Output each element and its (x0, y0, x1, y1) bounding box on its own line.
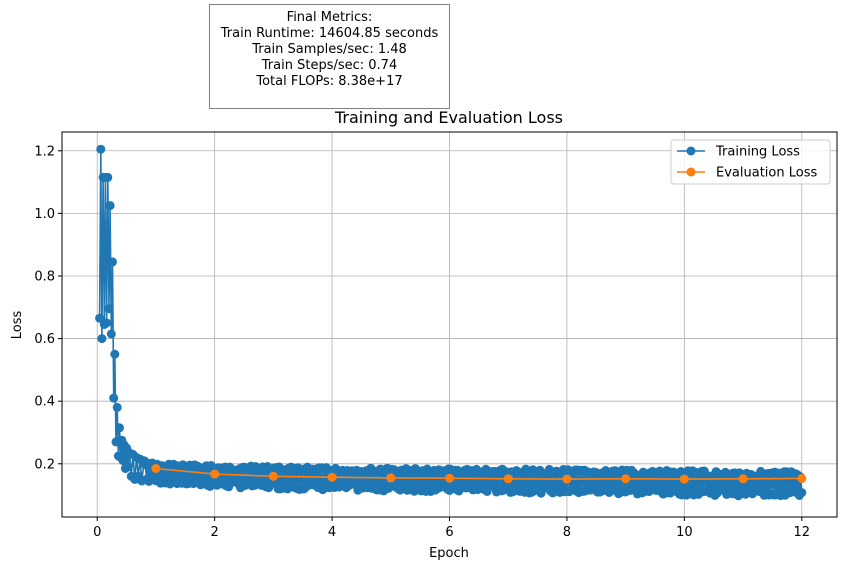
evaluation-loss-point (738, 474, 748, 484)
metrics-steps-per-sec: Train Steps/sec: 0.74 (261, 58, 398, 73)
training-loss-point (112, 402, 122, 412)
training-loss-point (106, 329, 116, 339)
metrics-samples-per-sec: Train Samples/sec: 1.48 (252, 42, 407, 57)
evaluation-loss-point (562, 474, 572, 484)
evaluation-loss-point (445, 473, 454, 483)
evaluation-loss-point (679, 474, 689, 484)
legend: Training Loss Evaluation Loss (670, 139, 831, 185)
evaluation-loss-point (621, 474, 631, 484)
final-metrics-box: Final Metrics: Train Runtime: 14604.85 s… (209, 4, 450, 109)
y-tick-label: 0.8 (34, 269, 55, 284)
evaluation-loss-point (797, 474, 807, 483)
x-tick-label: 0 (93, 525, 101, 540)
x-axis-label: Epoch (429, 546, 469, 561)
training-loss-point (104, 304, 114, 314)
metrics-total-flops: Total FLOPs: 8.38e+17 (256, 74, 403, 89)
legend-frame (670, 139, 831, 185)
training-loss-point (118, 456, 128, 466)
legend-evaluation-label: Evaluation Loss (716, 166, 817, 181)
legend-training-marker (686, 146, 696, 156)
y-tick-label: 1.2 (34, 144, 55, 159)
evaluation-loss-point (503, 474, 513, 484)
training-loss-point (97, 334, 107, 344)
evaluation-loss-point (151, 464, 161, 473)
evaluation-loss-line (155, 467, 802, 480)
training-loss-point (115, 423, 124, 433)
training-loss-point (105, 201, 115, 211)
y-tick-label: 1.0 (34, 207, 55, 222)
x-tick-label: 2 (211, 525, 219, 540)
training-loss-point (96, 144, 106, 154)
y-tick-label: 0.2 (34, 457, 55, 472)
training-loss-point (797, 488, 807, 498)
legend-evaluation-marker (686, 167, 696, 177)
x-tick-label: 12 (793, 525, 810, 540)
training-loss-line (98, 149, 803, 496)
evaluation-loss-point (386, 473, 396, 483)
legend-training-label: Training Loss (715, 145, 800, 160)
evaluation-loss-point (327, 472, 337, 482)
x-tick-label: 10 (676, 525, 693, 540)
training-loss-point (103, 172, 113, 182)
chart-title: Training and Evaluation Loss (334, 108, 563, 127)
x-tick-label: 6 (445, 525, 453, 540)
y-axis-label: Loss (10, 311, 25, 340)
training-loss-point (102, 318, 112, 328)
training-loss-point (95, 313, 105, 323)
training-loss-point (108, 257, 117, 267)
evaluation-loss-point (268, 471, 278, 481)
training-loss-point (123, 462, 133, 472)
y-tick-label: 0.4 (34, 395, 55, 410)
metrics-title: Final Metrics: (286, 10, 373, 25)
y-tick-label: 0.6 (34, 332, 55, 347)
metrics-runtime: Train Runtime: 14604.85 seconds (220, 26, 439, 41)
x-tick-label: 4 (328, 525, 336, 540)
x-tick-label: 8 (563, 525, 571, 540)
evaluation-loss-point (210, 469, 220, 479)
training-loss-point (109, 393, 119, 403)
training-loss-point (110, 349, 120, 359)
